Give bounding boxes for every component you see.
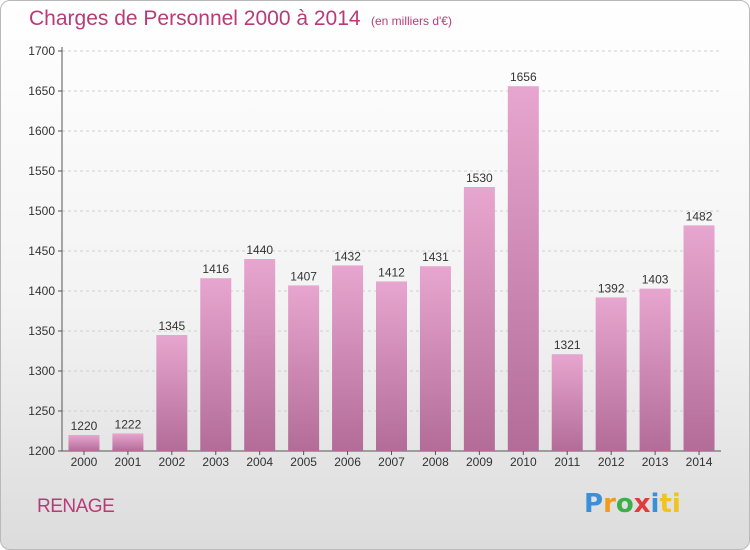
location-name: RENAGE [37, 496, 115, 517]
x-tick-label: 2008 [422, 455, 449, 469]
logo-letter: r [603, 489, 616, 519]
bar-value-label: 1220 [71, 419, 98, 433]
bar-value-label: 1530 [466, 171, 493, 185]
x-tick-label: 2011 [554, 455, 580, 469]
bar-value-label: 1321 [554, 338, 581, 352]
bar [244, 259, 276, 451]
x-tick-label: 2013 [642, 455, 669, 469]
x-tick-label: 2007 [378, 455, 405, 469]
chart-subtitle: (en milliers d'€) [371, 14, 452, 28]
x-tick-label: 2006 [334, 455, 361, 469]
x-tick-label: 2012 [598, 455, 625, 469]
bar-value-label: 1656 [510, 70, 537, 84]
bar-value-label: 1407 [290, 269, 317, 283]
x-tick-label: 2001 [115, 455, 142, 469]
y-tick-label: 1250 [28, 404, 55, 418]
y-tick-label: 1500 [28, 204, 55, 218]
y-tick-label: 1450 [28, 244, 55, 258]
bar [639, 288, 671, 451]
logo-letter: i [650, 489, 660, 519]
y-tick-label: 1300 [28, 364, 55, 378]
x-tick-label: 2009 [466, 455, 493, 469]
y-tick-label: 1400 [28, 284, 55, 298]
x-tick-label: 2005 [290, 455, 317, 469]
x-tick-label: 2004 [246, 455, 273, 469]
bar-value-label: 1345 [158, 319, 185, 333]
bar-value-label: 1432 [334, 249, 361, 263]
y-tick-label: 1350 [28, 324, 55, 338]
bar [595, 297, 627, 451]
bar [419, 266, 451, 451]
bar [551, 354, 583, 451]
bar [68, 435, 100, 451]
x-tick-label: 2000 [71, 455, 98, 469]
logo-letter: x [633, 489, 651, 519]
x-tick-label: 2014 [686, 455, 713, 469]
bar [376, 281, 407, 451]
logo-letter: P [584, 489, 604, 519]
bar [507, 86, 539, 451]
bar-value-label: 1416 [202, 262, 229, 276]
y-tick-label: 1650 [28, 84, 55, 98]
chart-title: Charges de Personnel 2000 à 2014 [29, 7, 361, 30]
bar-value-label: 1392 [598, 281, 625, 295]
logo-letter: o [615, 489, 634, 519]
x-tick-label: 2010 [510, 455, 537, 469]
bar [332, 265, 364, 451]
bar [112, 433, 144, 451]
y-tick-label: 1600 [28, 124, 55, 138]
bar-value-label: 1482 [686, 209, 713, 223]
bar-value-label: 1222 [115, 417, 142, 431]
proxiti-logo: Proxiti [584, 489, 681, 519]
y-tick-label: 1200 [28, 444, 55, 458]
x-tick-label: 2003 [202, 455, 229, 469]
bar [463, 187, 495, 451]
bar-value-label: 1412 [378, 265, 405, 279]
bar-value-label: 1403 [642, 273, 669, 287]
bar [288, 285, 320, 451]
y-tick-label: 1700 [28, 44, 55, 58]
bar [200, 278, 232, 451]
x-tick-label: 2002 [158, 455, 185, 469]
bar-value-label: 1431 [422, 250, 449, 264]
bar-value-label: 1440 [246, 243, 273, 257]
bar [156, 335, 188, 451]
bar [683, 225, 715, 451]
y-tick-label: 1550 [28, 164, 55, 178]
logo-letter: ti [659, 489, 681, 519]
